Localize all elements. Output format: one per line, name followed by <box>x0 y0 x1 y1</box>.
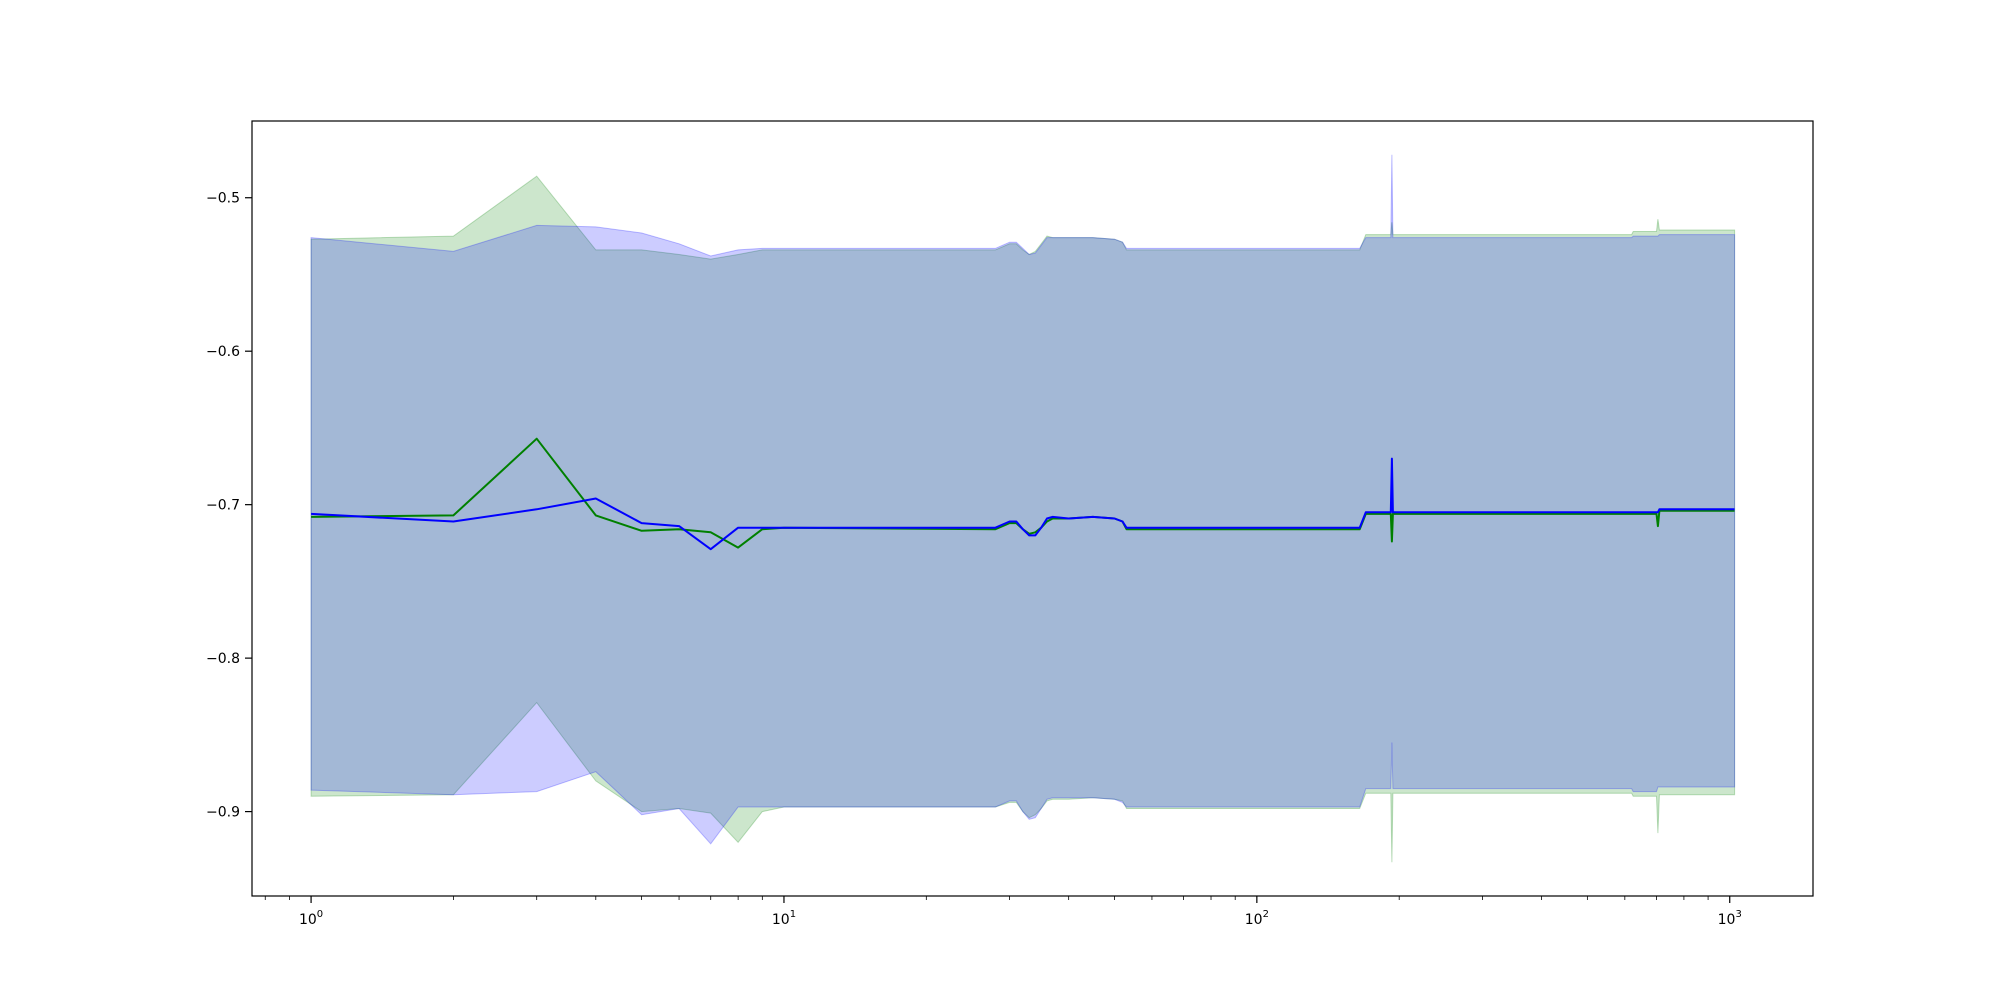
axes-frame <box>251 120 1814 897</box>
y-tick-label: −0.8 <box>206 651 240 667</box>
plot-area <box>310 154 1736 863</box>
series-2-band <box>310 154 1736 845</box>
series-2-line <box>311 457 1735 551</box>
x-tick-label: 103 <box>1718 909 1742 928</box>
x-tick-label: 100 <box>299 909 323 928</box>
y-tick-label: −0.5 <box>206 191 240 207</box>
y-tick-label: −0.6 <box>206 344 240 360</box>
series-1-band <box>310 175 1736 863</box>
x-tick-label: 101 <box>772 909 796 928</box>
y-tick-label: −0.7 <box>206 498 240 514</box>
axes: 100 101 102 103 −0.5 −0.6 −0.7 −0.8 −0.9 <box>206 120 1814 928</box>
x-minor-ticks <box>264 896 1709 900</box>
series-group <box>310 154 1736 863</box>
y-tick-label: −0.9 <box>206 805 240 821</box>
x-tick-label: 102 <box>1245 909 1269 928</box>
